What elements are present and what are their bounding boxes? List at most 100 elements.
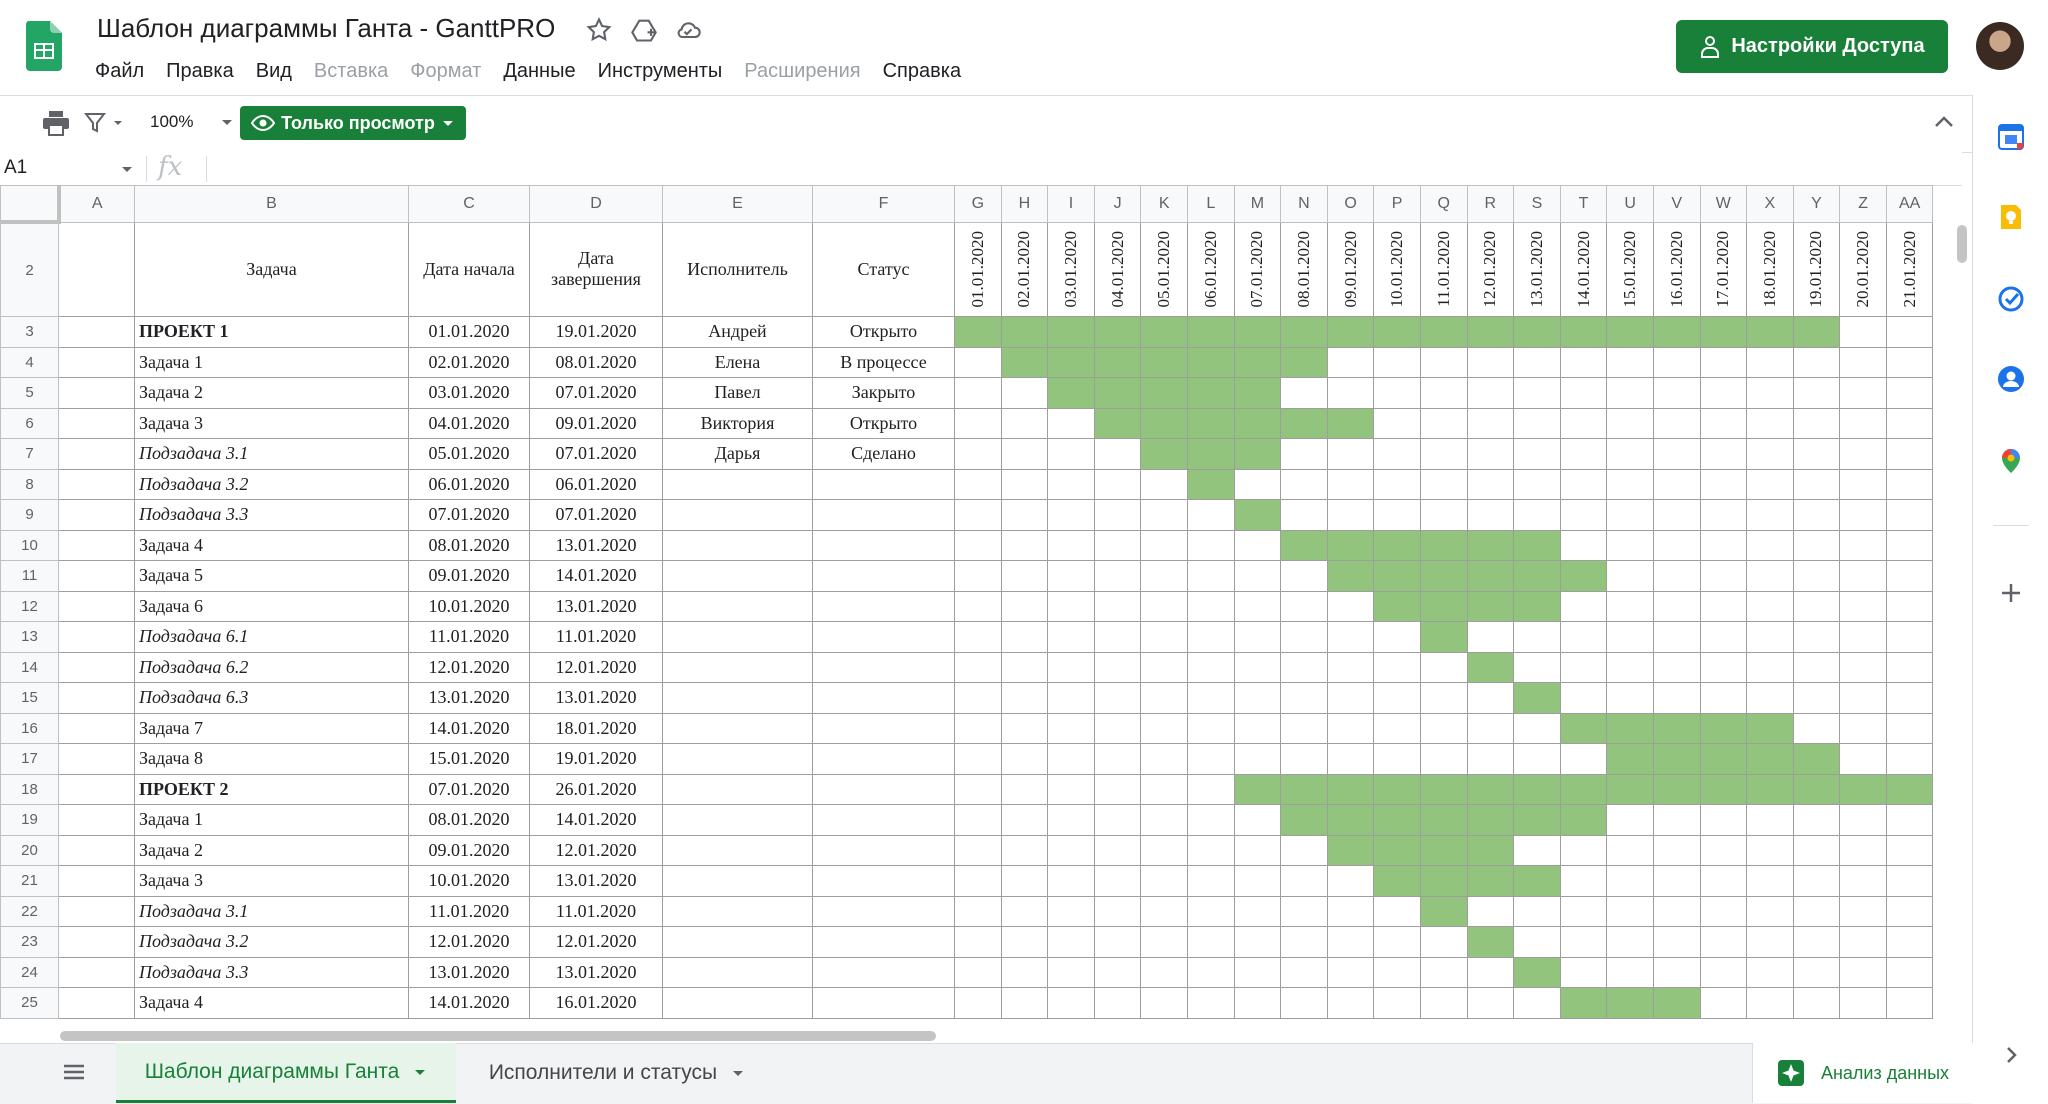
gantt-bar-cell[interactable]: [1466, 804, 1515, 836]
gantt-cell[interactable]: [954, 590, 1002, 622]
gantt-cell[interactable]: [1373, 651, 1421, 683]
gantt-bar-cell[interactable]: [1652, 743, 1701, 775]
assignee-cell[interactable]: [662, 651, 813, 683]
gantt-cell[interactable]: [1513, 621, 1561, 653]
gantt-cell[interactable]: [1699, 956, 1748, 988]
gantt-cell[interactable]: [1699, 834, 1748, 866]
gantt-cell[interactable]: [1839, 804, 1887, 836]
gantt-cell[interactable]: [1233, 804, 1282, 836]
start-cell[interactable]: 09.01.2020: [408, 834, 530, 866]
cell[interactable]: [58, 621, 135, 653]
status-cell[interactable]: [812, 987, 955, 1019]
column-header[interactable]: V: [1652, 185, 1701, 223]
column-header[interactable]: A: [58, 185, 135, 223]
gantt-bar-cell[interactable]: [1699, 712, 1748, 744]
gantt-cell[interactable]: [1839, 468, 1887, 500]
gantt-cell[interactable]: [1000, 682, 1049, 714]
gantt-cell[interactable]: [1839, 560, 1887, 592]
cell[interactable]: [58, 316, 135, 348]
gantt-cell[interactable]: [1466, 621, 1515, 653]
gantt-cell[interactable]: [1466, 407, 1515, 439]
gantt-cell[interactable]: [1047, 773, 1095, 805]
gantt-cell[interactable]: [1186, 590, 1235, 622]
column-header[interactable]: W: [1699, 185, 1748, 223]
gantt-cell[interactable]: [1513, 987, 1561, 1019]
gantt-cell[interactable]: [1792, 438, 1841, 470]
date-column-header[interactable]: 20.01.2020: [1839, 221, 1887, 317]
header-end[interactable]: Дата завершения: [529, 221, 663, 317]
end-cell[interactable]: 08.01.2020: [529, 346, 663, 378]
gantt-bar-cell[interactable]: [1746, 773, 1794, 805]
row-number[interactable]: 20: [0, 834, 59, 866]
gantt-cell[interactable]: [1559, 468, 1608, 500]
task-cell[interactable]: Подзадача 6.2: [134, 651, 409, 683]
gantt-bar-cell[interactable]: [1419, 621, 1468, 653]
explore-button[interactable]: Анализ данных: [1752, 1043, 1973, 1103]
gantt-cell[interactable]: [1606, 438, 1654, 470]
gantt-cell[interactable]: [1047, 712, 1095, 744]
gantt-bar-cell[interactable]: [1047, 377, 1095, 409]
gantt-cell[interactable]: [1419, 743, 1468, 775]
gantt-cell[interactable]: [1280, 865, 1328, 897]
gantt-bar-cell[interactable]: [1419, 773, 1468, 805]
row-number[interactable]: 16: [0, 712, 59, 744]
end-cell[interactable]: 19.01.2020: [529, 316, 663, 348]
cell[interactable]: [58, 438, 135, 470]
cell[interactable]: [58, 590, 135, 622]
start-cell[interactable]: 04.01.2020: [408, 407, 530, 439]
start-cell[interactable]: 08.01.2020: [408, 804, 530, 836]
gantt-bar-cell[interactable]: [1326, 773, 1375, 805]
gantt-bar-cell[interactable]: [1093, 407, 1142, 439]
gantt-cell[interactable]: [1000, 956, 1049, 988]
gantt-cell[interactable]: [1000, 499, 1049, 531]
row-number[interactable]: 13: [0, 621, 59, 653]
gantt-cell[interactable]: [1093, 804, 1142, 836]
task-cell[interactable]: Задача 2: [134, 834, 409, 866]
gantt-cell[interactable]: [1652, 438, 1701, 470]
gantt-cell[interactable]: [1280, 987, 1328, 1019]
contacts-icon[interactable]: [1997, 365, 2025, 393]
gantt-cell[interactable]: [1233, 651, 1282, 683]
gantt-cell[interactable]: [1513, 438, 1561, 470]
gantt-bar-cell[interactable]: [1466, 651, 1515, 683]
gantt-cell[interactable]: [1559, 438, 1608, 470]
chevron-right-icon[interactable]: [1997, 1041, 2025, 1069]
gantt-cell[interactable]: [1513, 743, 1561, 775]
gantt-cell[interactable]: [1186, 865, 1235, 897]
gantt-cell[interactable]: [1839, 712, 1887, 744]
gantt-cell[interactable]: [1746, 895, 1794, 927]
gantt-cell[interactable]: [1140, 468, 1188, 500]
gantt-cell[interactable]: [1792, 468, 1841, 500]
gantt-cell[interactable]: [1326, 895, 1375, 927]
gantt-cell[interactable]: [1559, 346, 1608, 378]
gantt-cell[interactable]: [1047, 468, 1095, 500]
date-column-header[interactable]: 19.01.2020: [1792, 221, 1841, 317]
gantt-cell[interactable]: [1186, 529, 1235, 561]
gantt-bar-cell[interactable]: [1373, 773, 1421, 805]
gantt-cell[interactable]: [1047, 529, 1095, 561]
gantt-bar-cell[interactable]: [1652, 712, 1701, 744]
select-all-corner[interactable]: [0, 185, 61, 224]
gantt-bar-cell[interactable]: [1326, 407, 1375, 439]
gantt-cell[interactable]: [1606, 834, 1654, 866]
gantt-cell[interactable]: [1839, 590, 1887, 622]
date-column-header[interactable]: 14.01.2020: [1559, 221, 1608, 317]
caret-down-icon[interactable]: [731, 1068, 745, 1078]
gantt-cell[interactable]: [1792, 865, 1841, 897]
gantt-cell[interactable]: [1047, 438, 1095, 470]
gantt-bar-cell[interactable]: [1140, 407, 1188, 439]
gantt-cell[interactable]: [1047, 621, 1095, 653]
gantt-cell[interactable]: [1559, 621, 1608, 653]
gantt-cell[interactable]: [1652, 926, 1701, 958]
gantt-cell[interactable]: [1280, 438, 1328, 470]
gantt-bar-cell[interactable]: [1559, 316, 1608, 348]
date-column-header[interactable]: 11.01.2020: [1419, 221, 1468, 317]
assignee-cell[interactable]: [662, 926, 813, 958]
gantt-cell[interactable]: [1792, 682, 1841, 714]
gantt-cell[interactable]: [1326, 956, 1375, 988]
gantt-cell[interactable]: [1839, 346, 1887, 378]
gantt-bar-cell[interactable]: [1466, 529, 1515, 561]
gantt-cell[interactable]: [1559, 499, 1608, 531]
gantt-cell[interactable]: [1513, 834, 1561, 866]
gantt-cell[interactable]: [954, 834, 1002, 866]
